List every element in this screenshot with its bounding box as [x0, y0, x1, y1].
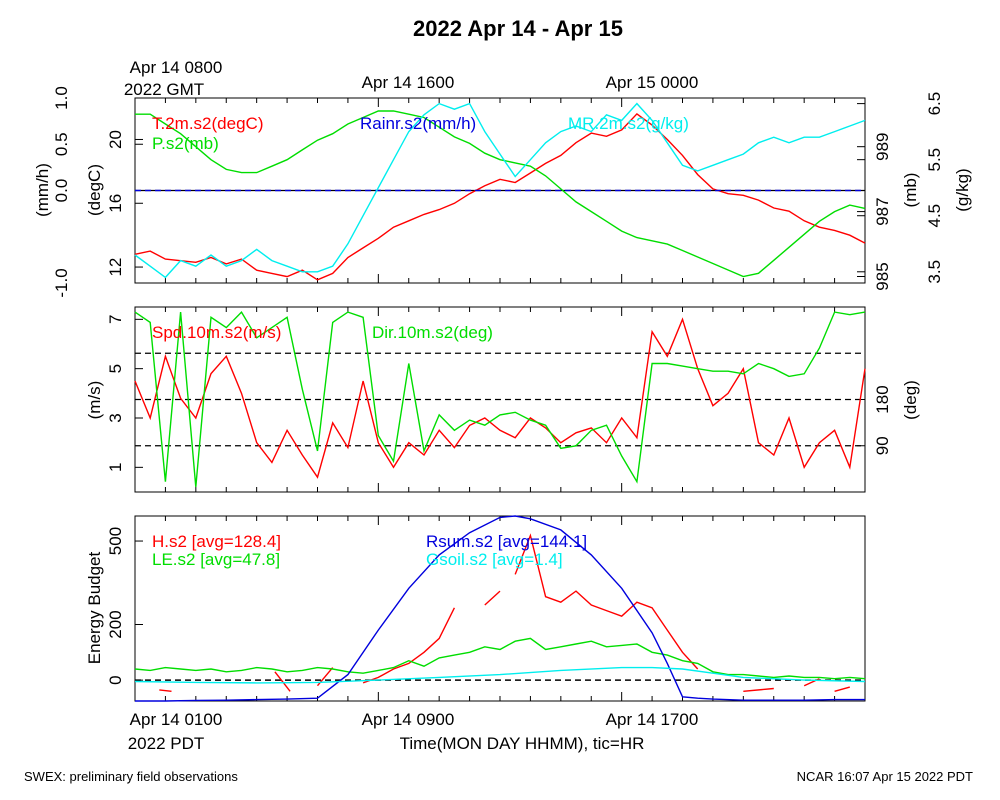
- series-line-p3-0-seg3: [362, 607, 456, 684]
- mr-axis-tick-label: 3.5: [925, 260, 944, 284]
- legend-dir: Dir.10m.s2(deg): [372, 323, 493, 342]
- series-line-p1-3: [134, 102, 866, 279]
- footer-left: SWEX: preliminary field observations: [24, 769, 238, 784]
- footer-right: NCAR 16:07 Apr 15 2022 PDT: [797, 769, 973, 784]
- series-line-p3-3: [134, 666, 866, 684]
- legend-spd: Spd.10m.s2(m/s): [152, 323, 281, 342]
- legend-gsoil: Gsoil.s2 [avg=1.4]: [426, 550, 563, 569]
- series-line-p3-0-seg0: [159, 689, 172, 692]
- energy-axis-tick-label: 200: [106, 610, 125, 638]
- rain-axis-label: (mm/h): [33, 163, 52, 217]
- top-tick-label-2: Apr 15 0000: [606, 73, 699, 92]
- temp-axis-tick-label: 12: [106, 258, 125, 277]
- axis-ticks: -1.0 0.0 0.5 1.0 12 16 20 985 987 989 3.5 4.5 5.5 6.5…: [52, 86, 944, 701]
- series-line-p3-1: [134, 637, 866, 680]
- series-line-p3-0-seg1: [274, 671, 291, 692]
- chart-title: 2022 Apr 14 - Apr 15: [413, 16, 623, 41]
- series-line-p1-0: [134, 112, 866, 281]
- series-line-p3-0-seg4: [484, 590, 501, 606]
- legend-pres: P.s2(mb): [152, 134, 219, 153]
- bottom-tick-label-2: Apr 14 0900: [362, 710, 455, 729]
- temp-axis-tick-label: 20: [106, 130, 125, 149]
- temp-axis-tick-label: 16: [106, 194, 125, 213]
- dir-axis-tick-label: 180: [873, 385, 892, 413]
- series-line-p2-0: [134, 317, 866, 479]
- series-line-p2-1: [134, 310, 866, 487]
- series-line-p3-0-seg6: [743, 687, 774, 692]
- legend-le: LE.s2 [avg=47.8]: [152, 550, 280, 569]
- rain-axis-tick-label: -1.0: [52, 268, 71, 297]
- energy-axis-tick-label: 0: [106, 675, 125, 684]
- legend-rsum: Rsum.s2 [avg=144.1]: [426, 532, 587, 551]
- pdt-label: 2022 PDT: [128, 734, 205, 753]
- series-line-p3-2: [135, 515, 865, 702]
- pres-axis-tick-label: 987: [873, 197, 892, 225]
- gmt-label-line1: Apr 14 0800: [130, 58, 223, 77]
- energy-axis-label: Energy Budget: [85, 551, 104, 664]
- top-tick-label-1: Apr 14 1600: [362, 73, 455, 92]
- x-axis-label: Time(MON DAY HHMM), tic=HR: [400, 734, 645, 753]
- spd-axis-label: (m/s): [85, 381, 104, 420]
- energy-axis-tick-label: 500: [106, 527, 125, 555]
- mr-axis-tick-label: 4.5: [925, 204, 944, 228]
- series-line-p3-0-seg8: [834, 686, 850, 692]
- pres-axis-label: (mb): [901, 173, 920, 208]
- spd-axis-tick-label: 3: [106, 413, 125, 422]
- legend-mr: MR.2m.s2(g/kg): [568, 114, 689, 133]
- gmt-label-line2: 2022 GMT: [124, 80, 204, 99]
- rain-axis-tick-label: 0.5: [52, 132, 71, 156]
- series-lines: [134, 102, 866, 702]
- spd-axis-tick-label: 7: [106, 315, 125, 324]
- legend-h: H.s2 [avg=128.4]: [152, 532, 281, 551]
- pres-axis-tick-label: 985: [873, 262, 892, 290]
- legend-temp: T.2m.s2(degC): [152, 114, 263, 133]
- series-line-p3-0-seg5: [514, 533, 699, 670]
- rain-axis-tick-label: 0.0: [52, 179, 71, 203]
- legend-rain: Rainr.s2(mm/h): [360, 114, 476, 133]
- temp-axis-label: (degC): [85, 164, 104, 216]
- spd-axis-tick-label: 5: [106, 364, 125, 373]
- series-line-p1-1: [135, 110, 866, 278]
- mr-axis-tick-label: 5.5: [925, 148, 944, 172]
- dir-axis-label: (deg): [901, 380, 920, 420]
- mr-axis-tick-label: 6.5: [925, 92, 944, 116]
- bottom-tick-label-1: Apr 14 0100: [130, 710, 223, 729]
- pres-axis-tick-label: 989: [873, 133, 892, 161]
- dir-axis-tick-label: 90: [873, 436, 892, 455]
- rain-axis-tick-label: 1.0: [52, 86, 71, 110]
- bottom-tick-label-3: Apr 14 1700: [606, 710, 699, 729]
- mr-axis-label: (g/kg): [953, 168, 972, 211]
- spd-axis-tick-label: 1: [106, 463, 125, 472]
